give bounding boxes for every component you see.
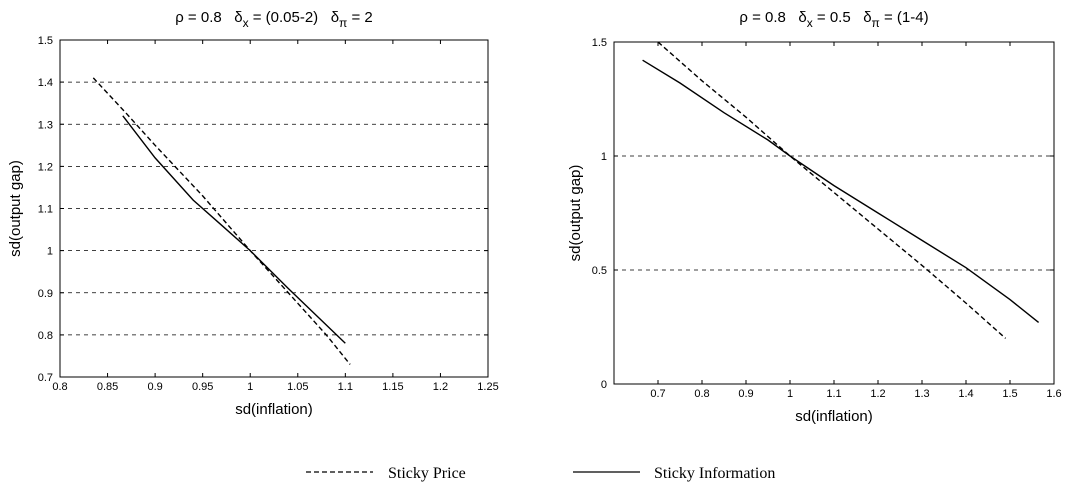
y-tick-label: 1.1 <box>38 204 53 216</box>
title-delta-pi-symbol: δ <box>851 9 872 26</box>
title-delta-x-value: = 0.5 <box>813 9 851 26</box>
x-tick-label: 1 <box>247 381 253 393</box>
x-tick-label: 1.2 <box>433 381 448 393</box>
title-delta-pi-symbol: δ <box>318 9 339 26</box>
title-delta-pi-value: = 2 <box>347 9 372 26</box>
x-axis-label: sd(inflation) <box>235 401 313 418</box>
y-axis-label: sd(output gap) <box>7 160 24 257</box>
series-line-sticky-price <box>92 77 351 365</box>
y-tick-label: 1 <box>47 246 53 258</box>
title-rho: ρ = 0.8 <box>175 9 221 26</box>
title-rho: ρ = 0.8 <box>739 9 785 26</box>
x-tick-label: 1 <box>787 388 793 400</box>
title-delta-x-symbol: δ <box>786 9 807 26</box>
chart-2: 0.7 0.8 0.9 1 1.1 1.2 1.3 1.4 1.5 1.6 0 0.5 1 1.5 sd(i… <box>567 9 1062 425</box>
y-tick-label: 0.5 <box>592 265 607 277</box>
title-delta-pi-subscript: π <box>872 16 880 30</box>
x-tick-label: 1.1 <box>338 381 353 393</box>
x-tick-label: 0.9 <box>147 381 162 393</box>
y-tick-label: 1.4 <box>38 77 53 89</box>
x-tick-label: 0.8 <box>694 388 709 400</box>
x-tick-label: 1.6 <box>1046 388 1061 400</box>
title-delta-x-subscript: x <box>243 16 249 30</box>
series-line-sticky-price <box>657 41 1007 339</box>
x-tick-label: 1.2 <box>870 388 885 400</box>
y-axis-label: sd(output gap) <box>567 165 584 262</box>
title-delta-x-symbol: δ <box>222 9 243 26</box>
title-delta-x-subscript: x <box>807 16 813 30</box>
title-delta-pi-value: = (1-4) <box>880 9 929 26</box>
x-tick-label: 0.7 <box>650 388 665 400</box>
y-tick-label: 0.8 <box>38 330 53 342</box>
title-delta-pi-subscript: π <box>339 16 347 30</box>
x-tick-label: 1.5 <box>1002 388 1017 400</box>
plot-frame <box>613 41 1055 385</box>
chart-title: ρ = 0.8 δx = 0.5 δπ = (1-4) <box>739 9 928 30</box>
x-tick-label: 1.3 <box>914 388 929 400</box>
x-tick-label: 0.85 <box>97 381 118 393</box>
x-tick-label: 1.15 <box>382 381 403 393</box>
chart-1: 0.8 0.85 0.9 0.95 1 1.05 1.1 1.15 1.2 1.250.70.80… <box>7 9 499 418</box>
legend-label-sticky-information: Sticky Information <box>654 465 775 482</box>
y-tick-label: 1.3 <box>38 119 53 131</box>
title-delta-x-value: = (0.05-2) <box>249 9 319 26</box>
x-tick-label: 0.9 <box>738 388 753 400</box>
legend-label-sticky-price: Sticky Price <box>388 465 466 482</box>
y-tick-label: 1 <box>601 151 607 163</box>
chart-title: ρ = 0.8 δx = (0.05-2) δπ = 2 <box>175 9 373 30</box>
y-tick-label: 1.5 <box>38 35 53 47</box>
x-tick-label: 1.1 <box>826 388 841 400</box>
y-tick-label: 0 <box>601 379 607 391</box>
y-tick-label: 0.9 <box>38 288 53 300</box>
series-line-sticky-information <box>122 115 346 344</box>
x-tick-label: 0.95 <box>192 381 213 393</box>
y-tick-label: 1.2 <box>38 161 53 173</box>
x-tick-label: 1.4 <box>958 388 973 400</box>
x-tick-label: 1.25 <box>477 381 498 393</box>
series-line-sticky-information <box>642 59 1040 323</box>
x-tick-label: 1.05 <box>287 381 308 393</box>
x-axis-label: sd(inflation) <box>795 408 873 425</box>
y-tick-label: 1.5 <box>592 37 607 49</box>
legend: Sticky Price Sticky Information <box>306 465 775 482</box>
x-tick-label: 0.8 <box>52 381 67 393</box>
y-tick-label: 0.7 <box>38 372 53 384</box>
